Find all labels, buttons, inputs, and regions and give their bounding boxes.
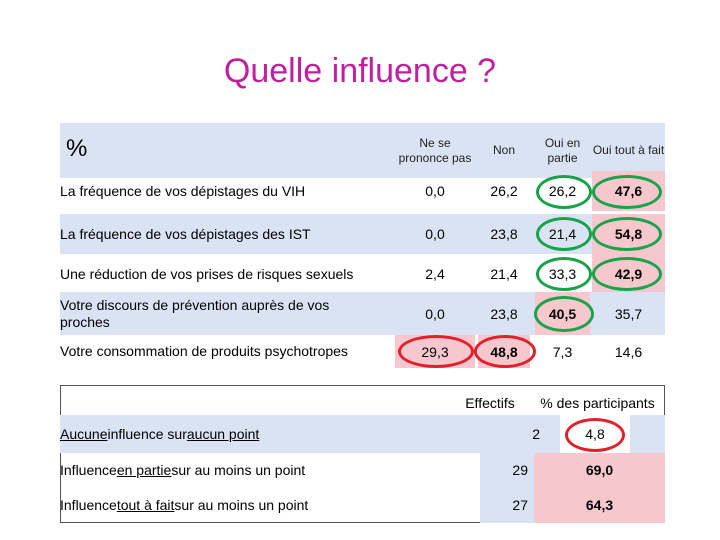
value-cell: 7,3 (552, 343, 573, 360)
value-cell: 29 (480, 453, 534, 487)
green-circle-annotation (592, 257, 662, 291)
row-label: Influence en partie sur au moins un poin… (60, 453, 305, 487)
row-label: Une réduction de vos prises de risques s… (60, 265, 354, 282)
green-circle-annotation (534, 296, 594, 332)
value-cell-highlight: 64,3 (534, 487, 665, 523)
green-circle-annotation (536, 257, 592, 291)
percent-symbol: % (66, 135, 88, 162)
value-cell: 23,8 (490, 226, 518, 242)
red-circle-annotation (474, 335, 536, 368)
value-cell: 0,0 (425, 183, 445, 199)
green-circle-annotation (592, 217, 662, 251)
label-part: sur au moins un point (171, 461, 306, 478)
green-circle-annotation (592, 175, 662, 209)
value-cell: 14,6 (614, 343, 643, 360)
value-cell: 23,8 (490, 305, 518, 322)
row-label: La fréquence de vos dépistages du VIH (60, 182, 306, 199)
page-title: Quelle influence ? (223, 52, 497, 90)
col-header-non: Non (492, 143, 515, 157)
red-circle-annotation (398, 335, 474, 368)
table-row: Influence en partie sur au moins un poin… (60, 453, 665, 487)
col-header-oui-tout-a-fait: Oui tout à fait (592, 143, 665, 157)
label-part: Influence (60, 461, 117, 478)
table-header-band (60, 123, 665, 178)
value-cell: 35,7 (614, 305, 643, 322)
row-label: Votre consommation de produits psychotro… (60, 343, 348, 360)
value-cell: 21,4 (490, 266, 518, 282)
influence-table: % Ne se prononce pas Non Oui en partie O… (60, 123, 665, 368)
summary-header-band (61, 386, 664, 420)
col-header-ne-se-prononce-pas: Ne se prononce pas (398, 135, 472, 165)
label-part: sur au moins un point (174, 496, 309, 513)
value-cell: 2,4 (425, 266, 445, 282)
table-row: Aucune influence sur aucun point 2 4,8 (60, 415, 665, 453)
label-part: en partie (116, 461, 172, 478)
value-cell: 26,2 (490, 183, 518, 199)
table-row: Votre consommation de produits psychotro… (60, 335, 665, 368)
row-label: La fréquence de vos dépistages des IST (60, 225, 311, 242)
label-part: aucun point (186, 425, 260, 442)
value-cell-highlight: 69,0 (534, 453, 665, 487)
row-label: Votre discours de prévention auprès de v… (60, 296, 330, 330)
col-header-pct-participants: % des participants (540, 395, 655, 411)
row-label: Aucune influence sur aucun point (60, 415, 259, 453)
label-part: influence sur (107, 425, 187, 442)
col-header-effectifs: Effectifs (465, 395, 515, 411)
summary-table: Effectifs % des participants Aucune infl… (60, 385, 665, 525)
green-circle-annotation (536, 217, 592, 251)
label-part: Influence (60, 496, 117, 513)
value-cell: 27 (480, 487, 534, 523)
label-part: tout à fait (116, 496, 175, 513)
label-part: Aucune (60, 425, 108, 442)
row-label: Influence tout à fait sur au moins un po… (60, 487, 308, 523)
value-cell: 0,0 (425, 226, 445, 242)
green-circle-annotation (536, 175, 592, 209)
table-row: Influence tout à fait sur au moins un po… (60, 487, 665, 523)
col-header-oui-en-partie: Oui en partie (544, 135, 581, 165)
red-circle-annotation (565, 418, 625, 452)
value-cell: 0,0 (425, 305, 445, 322)
value-cell: 2 (532, 426, 540, 442)
